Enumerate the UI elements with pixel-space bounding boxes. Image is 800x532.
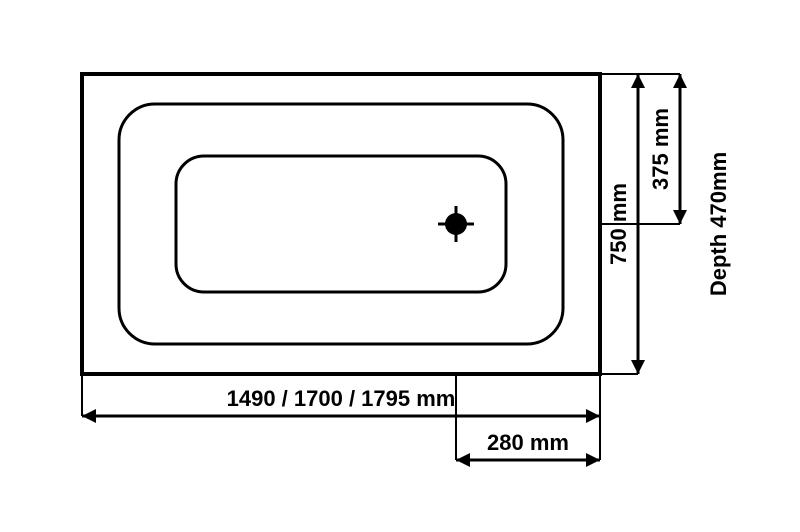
dim-right-full: 750 mm — [606, 74, 645, 374]
drain-marker — [438, 206, 474, 242]
mid-rect — [119, 104, 563, 344]
dim-right-half: 375 mm — [648, 74, 687, 224]
depth-label: Depth 470mm — [706, 152, 731, 296]
dim-bottom-main: 1490 / 1700 / 1795 mm — [82, 386, 600, 423]
dim-label: 750 mm — [606, 183, 631, 265]
dim-depth: Depth 470mm — [706, 152, 731, 296]
dim-label: 375 mm — [648, 108, 673, 190]
dim-bottom-offset: 280 mm — [456, 430, 600, 467]
dim-label: 1490 / 1700 / 1795 mm — [227, 386, 456, 411]
outer-rect — [82, 74, 600, 374]
dim-label: 280 mm — [487, 430, 569, 455]
bathtub-dimension-diagram: 1490 / 1700 / 1795 mm 280 mm 750 mm 375 … — [0, 0, 800, 532]
